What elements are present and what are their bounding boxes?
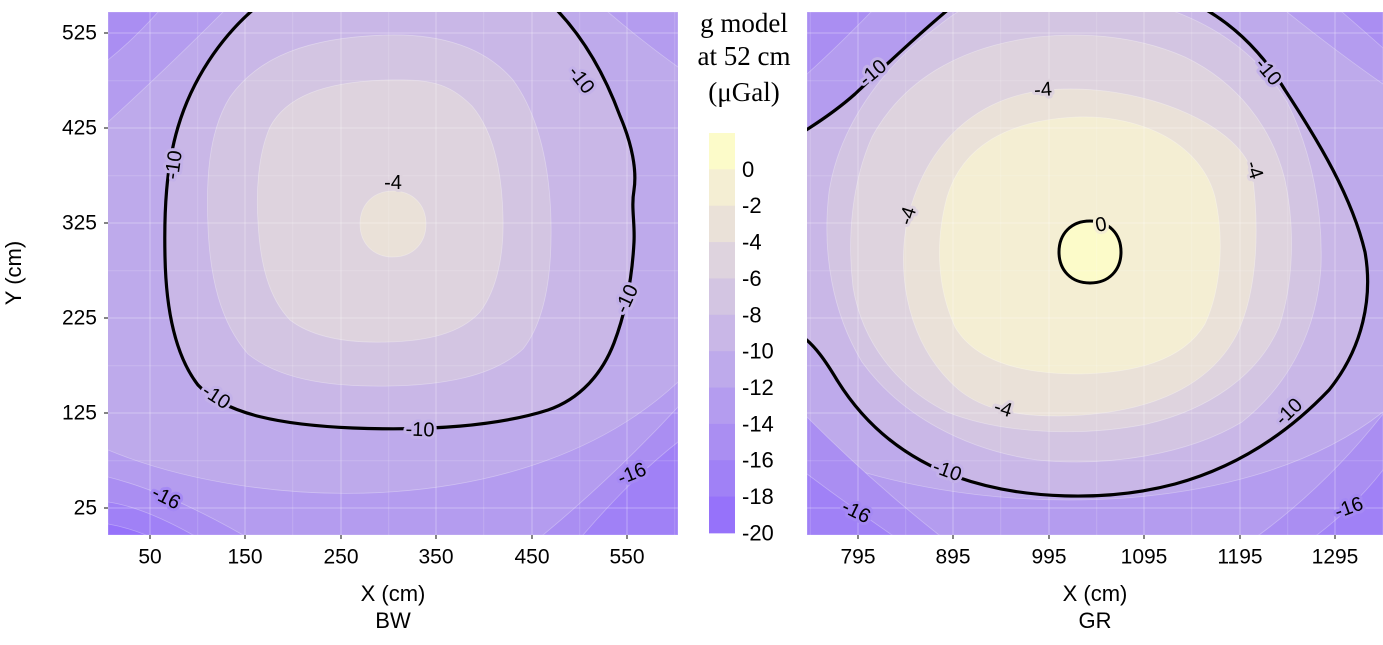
x-tick-label-bw: 150 bbox=[227, 546, 262, 569]
contour-band bbox=[108, 12, 224, 123]
contour-label--4: -4 bbox=[1033, 78, 1052, 101]
x-tick-label-bw: 550 bbox=[609, 546, 644, 569]
x-tick-label-bw: 450 bbox=[514, 546, 549, 569]
legend-label: -10 bbox=[742, 339, 774, 364]
contour-band bbox=[359, 190, 427, 258]
legend-label: -12 bbox=[742, 375, 774, 400]
facet-label-bw: BW bbox=[375, 608, 411, 633]
legend-swatch bbox=[709, 460, 735, 497]
contour-band bbox=[108, 12, 159, 61]
y-tick-label: 525 bbox=[62, 22, 97, 45]
x-tick-label-gr: 795 bbox=[840, 546, 875, 569]
contour-line--10 bbox=[163, 12, 637, 431]
y-tick-label: 125 bbox=[62, 402, 97, 425]
contour-line--10 bbox=[807, 12, 1370, 498]
contour-band bbox=[582, 441, 678, 535]
legend-swatch bbox=[709, 278, 735, 316]
contour-band bbox=[108, 501, 194, 535]
y-tick-label: 425 bbox=[62, 117, 97, 140]
x-axis-title-gr: X (cm) bbox=[1063, 581, 1128, 606]
x-axis-title-bw: X (cm) bbox=[361, 581, 426, 606]
legend-label: 0 bbox=[742, 157, 754, 182]
legend-label: -18 bbox=[742, 484, 774, 509]
x-tick-label-bw: 350 bbox=[418, 546, 453, 569]
legend-swatch bbox=[709, 133, 735, 170]
legend-swatch bbox=[709, 423, 735, 461]
contour-band bbox=[807, 473, 893, 535]
legend-swatch bbox=[709, 387, 735, 425]
contour-band bbox=[1341, 12, 1383, 49]
legend: g model at 52 cm (μGal) 0 -2 -4 -6 -8 -10 -12 -… bbox=[698, 8, 791, 545]
contour-label--10: -10 bbox=[161, 149, 187, 181]
legend-label: -6 bbox=[742, 266, 762, 291]
legend-swatch bbox=[709, 496, 735, 534]
contour-band bbox=[807, 411, 1383, 535]
y-tick-label: 225 bbox=[62, 307, 97, 330]
contour-band bbox=[108, 523, 147, 535]
x-tick-label-gr: 1195 bbox=[1217, 546, 1262, 569]
legend-swatch bbox=[709, 314, 735, 352]
contour-label--4: -4 bbox=[384, 172, 402, 194]
legend-label: -8 bbox=[742, 302, 762, 327]
legend-label: -16 bbox=[742, 448, 774, 473]
y-tick-label: 25 bbox=[74, 497, 97, 520]
legend-title-line-3: (μGal) bbox=[708, 77, 779, 107]
legend-label: -4 bbox=[742, 230, 762, 255]
legend-label: -2 bbox=[742, 193, 762, 218]
x-tick-label-gr: 1295 bbox=[1312, 546, 1359, 569]
y-tick-label: 325 bbox=[62, 212, 97, 235]
legend-colorbar bbox=[709, 133, 735, 534]
legend-title-line-1: g model bbox=[700, 8, 788, 38]
legend-swatch bbox=[709, 169, 735, 207]
legend-label: -20 bbox=[742, 520, 774, 545]
legend-labels: 0 -2 -4 -6 -8 -10 -12 -14 -16 -18 -20 bbox=[742, 157, 774, 546]
legend-swatch bbox=[709, 205, 735, 243]
panel-gr: 0-4-4-4-4-10 -10-10-10-16 -16 bbox=[807, 12, 1383, 535]
facet-label-gr: GR bbox=[1079, 608, 1112, 633]
legend-label: -14 bbox=[742, 411, 774, 436]
contour-label--10: -10 bbox=[405, 419, 435, 442]
legend-swatch bbox=[709, 242, 735, 279]
legend-title-line-2: at 52 cm bbox=[698, 41, 791, 71]
legend-swatch bbox=[709, 351, 735, 388]
y-axis-title: Y (cm) bbox=[1, 241, 26, 305]
x-tick-label-bw: 250 bbox=[323, 546, 358, 569]
contour-band bbox=[108, 381, 678, 535]
x-tick-label-gr: 1095 bbox=[1121, 546, 1168, 569]
x-tick-label-gr: 895 bbox=[935, 546, 970, 569]
x-tick-label-bw: 50 bbox=[138, 546, 161, 569]
contour-band bbox=[807, 12, 872, 75]
x-tick-label-gr: 995 bbox=[1031, 546, 1066, 569]
contour-line-0 bbox=[1057, 219, 1123, 285]
contour-band bbox=[607, 12, 678, 68]
panel-bw: -4-10-10-10-10-10-16-16 bbox=[108, 12, 678, 535]
